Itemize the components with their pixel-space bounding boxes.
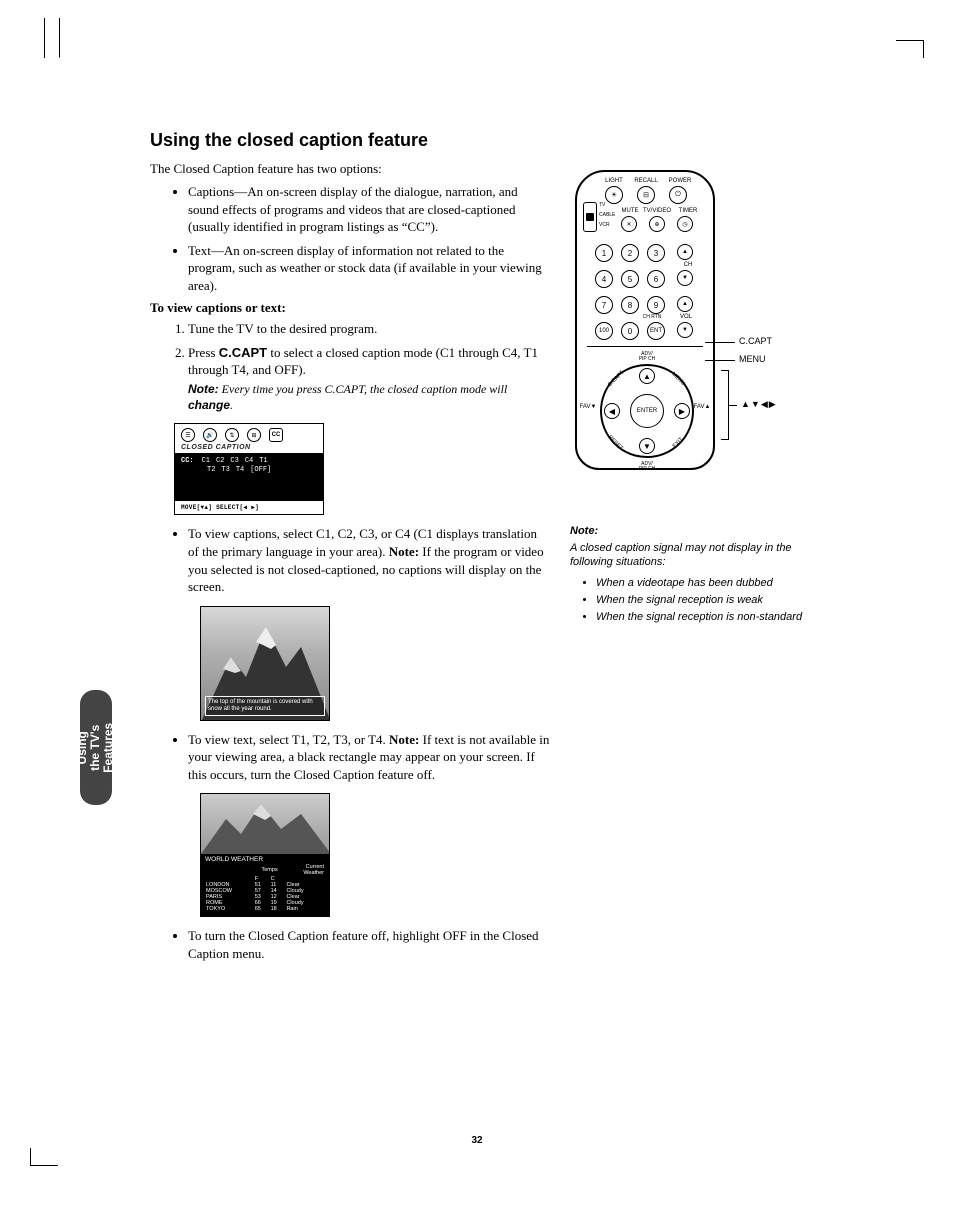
num-5[interactable]: 5: [621, 270, 639, 288]
osd-icon: ⊞: [247, 428, 261, 442]
ent-button[interactable]: ENT: [647, 322, 665, 340]
num-6[interactable]: 6: [647, 270, 665, 288]
weather-table: TempsCurrent Weather FC LONDON5111Clear …: [205, 864, 325, 912]
side-tab: Using the TV's Features: [80, 690, 112, 805]
intro-bullet-2: Text—An on-screen display of information…: [188, 242, 550, 295]
page-title: Using the closed caption feature: [150, 130, 820, 151]
intro-text: The Closed Caption feature has two optio…: [150, 161, 550, 177]
step-2: Press C.CAPT to select a closed caption …: [188, 344, 550, 413]
dpad: ADV/ PIP CH ▲ ▼ ◀ ▶ ENTER C.CAPT MENU RE…: [600, 364, 694, 458]
timer-button[interactable]: ◷: [677, 216, 693, 232]
dpad-up[interactable]: ▲: [639, 368, 655, 384]
vol-down[interactable]: ▼: [677, 322, 693, 338]
ch-down[interactable]: ▼: [677, 270, 693, 286]
note-heading: Note:: [570, 525, 805, 537]
osd-title: CLOSED CAPTION: [175, 444, 323, 453]
bullet-text: To view text, select T1, T2, T3, or T4. …: [188, 731, 550, 784]
step-1: Tune the TV to the desired program.: [188, 320, 550, 338]
page-number: 32: [0, 1135, 954, 1146]
num-7[interactable]: 7: [595, 296, 613, 314]
mode-switch[interactable]: [583, 202, 597, 232]
ch-up[interactable]: ▲: [677, 244, 693, 260]
note-box: Note: A closed caption signal may not di…: [570, 525, 805, 627]
dpad-down[interactable]: ▼: [639, 438, 655, 454]
dpad-right[interactable]: ▶: [674, 403, 690, 419]
num-8[interactable]: 8: [621, 296, 639, 314]
power-button[interactable]: ⏻: [669, 186, 687, 204]
bullet-off: To turn the Closed Caption feature off, …: [188, 927, 550, 962]
num-3[interactable]: 3: [647, 244, 665, 262]
note-text: A closed caption signal may not display …: [570, 541, 805, 570]
mountain-caption: The top of the mountain is covered with …: [205, 696, 325, 715]
osd-icon: 🔊: [203, 428, 217, 442]
note-item: When a videotape has been dubbed: [596, 576, 805, 590]
light-button[interactable]: ☀: [605, 186, 623, 204]
vol-up[interactable]: ▲: [677, 296, 693, 312]
osd-cc-icon: CC: [269, 428, 283, 442]
mute-button[interactable]: ✕: [621, 216, 637, 232]
tvvideo-button[interactable]: ⊕: [649, 216, 665, 232]
dpad-left[interactable]: ◀: [604, 403, 620, 419]
callout-menu: MENU: [739, 354, 766, 364]
step2-note: Note: Every time you press C.CAPT, the c…: [188, 381, 550, 413]
recall-button[interactable]: ⊟: [637, 186, 655, 204]
num-1[interactable]: 1: [595, 244, 613, 262]
num-100[interactable]: 100: [595, 322, 613, 340]
num-2[interactable]: 2: [621, 244, 639, 262]
side-tab-label: Using the TV's Features: [76, 722, 116, 772]
osd-diagram: ☰ 🔊 ⇅ ⊞ CC CLOSED CAPTION CC: C1C2C3C4T1…: [174, 423, 324, 515]
intro-bullet-1: Captions—An on-screen display of the dia…: [188, 183, 550, 236]
callout-ccapt: C.CAPT: [739, 336, 772, 346]
osd-icon: ☰: [181, 428, 195, 442]
ccapt-label: C.CAPT: [219, 345, 267, 360]
weather-figure: WORLD WEATHER TempsCurrent Weather FC LO…: [200, 793, 330, 917]
subheading: To view captions or text:: [150, 300, 550, 316]
enter-button[interactable]: ENTER: [630, 394, 664, 428]
bullet-captions: To view captions, select C1, C2, C3, or …: [188, 525, 550, 595]
note-item: When the signal reception is weak: [596, 593, 805, 607]
mountain-figure: The top of the mountain is covered with …: [200, 606, 330, 721]
num-9[interactable]: 9: [647, 296, 665, 314]
remote-diagram: LIGHT RECALL POWER ☀ ⊟ ⏻ TV CABLE VCR MU…: [575, 170, 715, 470]
callout-arrows: ▲▼◀▶: [741, 399, 777, 410]
num-4[interactable]: 4: [595, 270, 613, 288]
osd-icon: ⇅: [225, 428, 239, 442]
note-item: When the signal reception is non-standar…: [596, 610, 805, 624]
osd-footer: MOVE[▼▲] SELECT[◀ ▶]: [175, 501, 323, 514]
num-0[interactable]: 0: [621, 322, 639, 340]
